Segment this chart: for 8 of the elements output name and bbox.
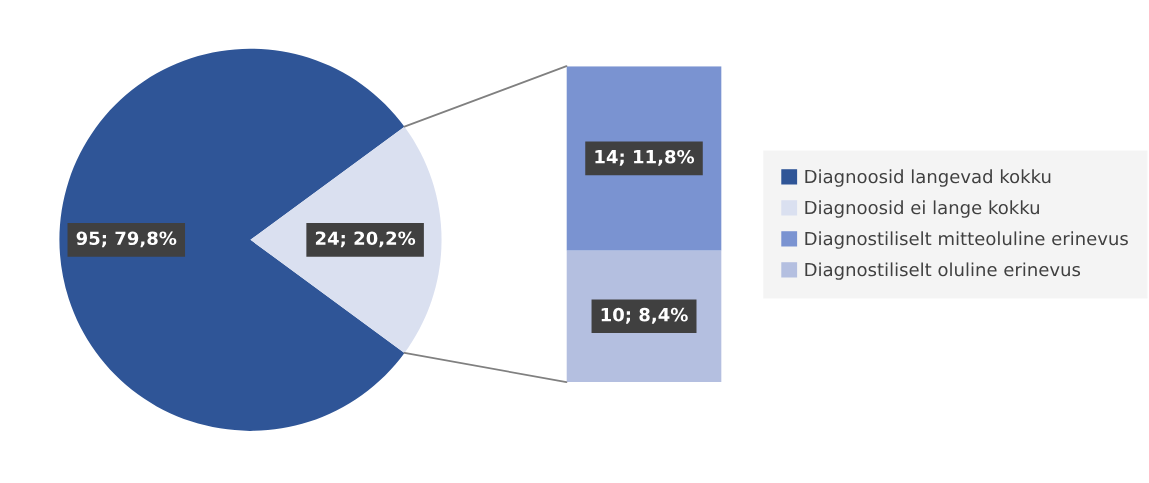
legend-label: Diagnostiliselt mitteoluline erinevus xyxy=(805,231,1128,249)
data-label: 95; 79,8% xyxy=(76,231,177,248)
data-label: 10; 8,4% xyxy=(601,307,688,324)
legend-label: Diagnostiliselt oluline erinevus xyxy=(805,262,1081,280)
legend-label: Diagnoosid langevad kokku xyxy=(805,169,1051,187)
data-label: 14; 11,8% xyxy=(595,149,695,166)
data-label: 24; 20,2% xyxy=(315,231,416,248)
legend-label: Diagnoosid ei lange kokku xyxy=(805,200,1039,218)
